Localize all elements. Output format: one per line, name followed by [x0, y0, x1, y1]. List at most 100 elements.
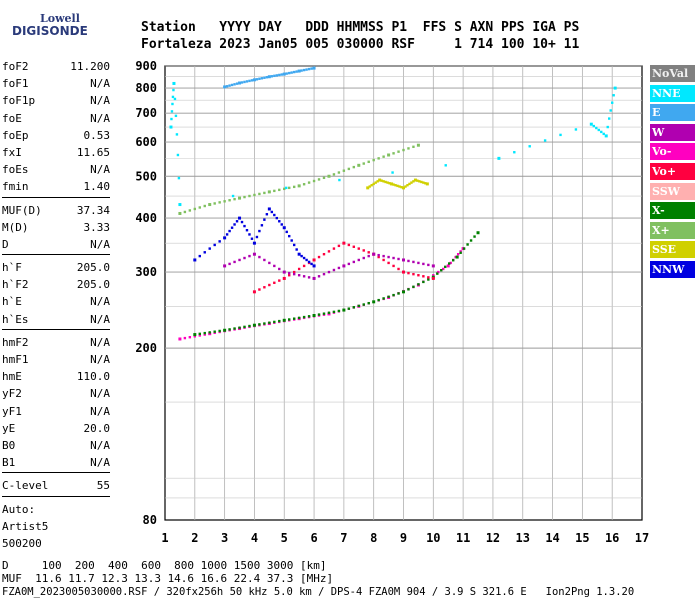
param-row-hmf2: hmF2 N/A	[2, 334, 110, 351]
echo-point-x-	[312, 313, 316, 317]
y-tick-label: 800	[135, 81, 157, 95]
echo-trace-e	[275, 74, 278, 77]
echo-trace-vo-	[442, 267, 445, 271]
echo-trace-x-	[412, 285, 415, 289]
param-label: h`Es	[2, 312, 29, 326]
x-tick-label: 14	[545, 531, 559, 545]
echo-trace-e	[230, 83, 234, 87]
echo-trace-vo-	[302, 264, 306, 268]
param-row-m-d-: M(D) 3.33	[2, 219, 110, 236]
echo-trace-vo-	[437, 270, 440, 274]
param-row-yf1: yF1 N/A	[2, 403, 110, 420]
echo-trace-nne	[592, 124, 596, 128]
echo-trace-sse	[396, 184, 399, 188]
echo-trace-vo-	[417, 274, 420, 277]
echo-trace-x-	[243, 195, 246, 199]
param-value: 1.40	[83, 180, 111, 194]
echo-trace-sse	[404, 185, 407, 188]
x-tick-label: 6	[310, 531, 317, 545]
echo-trace-x-	[223, 200, 226, 203]
echo-trace-x-	[322, 312, 326, 315]
legend-e: E	[650, 104, 695, 122]
echo-trace-e	[288, 71, 291, 75]
echo-trace-x-	[347, 307, 351, 310]
echo-trace-nnw	[235, 220, 239, 223]
echo-trace-vo-	[332, 247, 336, 250]
y-tick-label: 300	[135, 265, 157, 279]
legend-x-: X-	[650, 202, 695, 220]
echo-trace-w	[268, 261, 271, 265]
auto-line: Auto:	[2, 502, 36, 516]
echo-point-e	[252, 78, 256, 82]
echo-trace-sse	[372, 182, 375, 186]
y-tick-label: 600	[135, 135, 157, 149]
echo-trace-x-	[193, 207, 197, 211]
echo-point-x-	[327, 174, 331, 178]
echo-point-x-	[178, 211, 182, 215]
echo-point-w	[312, 276, 316, 280]
echo-trace-nnw	[228, 229, 231, 233]
echo-point-x-	[282, 318, 286, 322]
echo-trace-x-	[317, 178, 321, 181]
echo-point-vo-	[252, 290, 256, 294]
echo-trace-x-	[302, 183, 306, 186]
x-tick-label: 3	[221, 531, 228, 545]
legend-w: W	[650, 123, 695, 141]
param-value: N/A	[90, 295, 110, 309]
echo-point-nnw	[252, 241, 256, 245]
param-row-fof2: foF2 11.200	[2, 58, 110, 75]
echo-trace-vo-	[449, 261, 452, 265]
param-row-h-es: h`Es N/A	[2, 311, 110, 328]
param-label: yE	[2, 421, 16, 435]
echo-trace-nne	[597, 128, 600, 132]
param-separator	[2, 495, 110, 497]
echo-trace-nne	[231, 194, 235, 198]
echo-trace-w	[317, 275, 321, 278]
echo-point-e	[312, 66, 316, 70]
echo-trace-w	[337, 266, 341, 270]
echo-trace-sse	[412, 180, 415, 183]
param-value: N/A	[90, 94, 110, 108]
echo-trace-w	[258, 255, 261, 259]
param-value: 11.65	[76, 145, 110, 159]
echo-trace-e	[292, 70, 296, 74]
echo-trace-x-	[342, 169, 346, 172]
echo-trace-e	[250, 79, 254, 82]
param-row-fmin: fmin 1.40	[2, 178, 110, 195]
echo-trace-sse	[394, 184, 397, 187]
echo-trace-nnw	[225, 233, 229, 236]
echo-point-x-	[193, 333, 197, 337]
y-tick-label: 400	[135, 211, 157, 225]
echo-point-x-	[267, 190, 271, 194]
echo-point-x-	[416, 143, 420, 147]
echo-trace-e	[285, 72, 288, 75]
echo-trace-nnw	[218, 240, 221, 243]
echo-trace-w	[233, 260, 236, 264]
echo-trace-x-	[183, 210, 187, 214]
param-row-muf-d-: MUF(D) 37.34	[2, 202, 110, 219]
echo-trace-x-	[317, 313, 321, 316]
echo-trace-w	[263, 258, 266, 262]
param-value: N/A	[90, 77, 110, 91]
echo-trace-sse	[386, 181, 389, 184]
echo-trace-e	[302, 68, 306, 72]
echo-trace-x-	[208, 331, 211, 334]
echo-trace-x-	[258, 192, 261, 196]
param-row-b1: B1 N/A	[2, 454, 110, 471]
echo-trace-sse	[410, 181, 413, 184]
echo-trace-w	[248, 254, 251, 258]
echo-trace-vo-	[337, 244, 341, 248]
echo-trace-nne	[513, 151, 516, 154]
echo-trace-nnw	[248, 233, 251, 236]
param-label: foF2	[2, 60, 29, 73]
echo-trace-nnw	[203, 251, 206, 254]
echo-trace-w	[292, 272, 296, 276]
x-tick-label: 16	[605, 531, 619, 545]
echo-trace-vo-	[292, 270, 296, 274]
echo-point-e	[267, 75, 271, 79]
echo-point-nnw	[193, 258, 197, 262]
echo-trace-sse	[380, 179, 383, 182]
echo-trace-nne	[174, 114, 178, 118]
echo-trace-nne	[559, 133, 562, 137]
